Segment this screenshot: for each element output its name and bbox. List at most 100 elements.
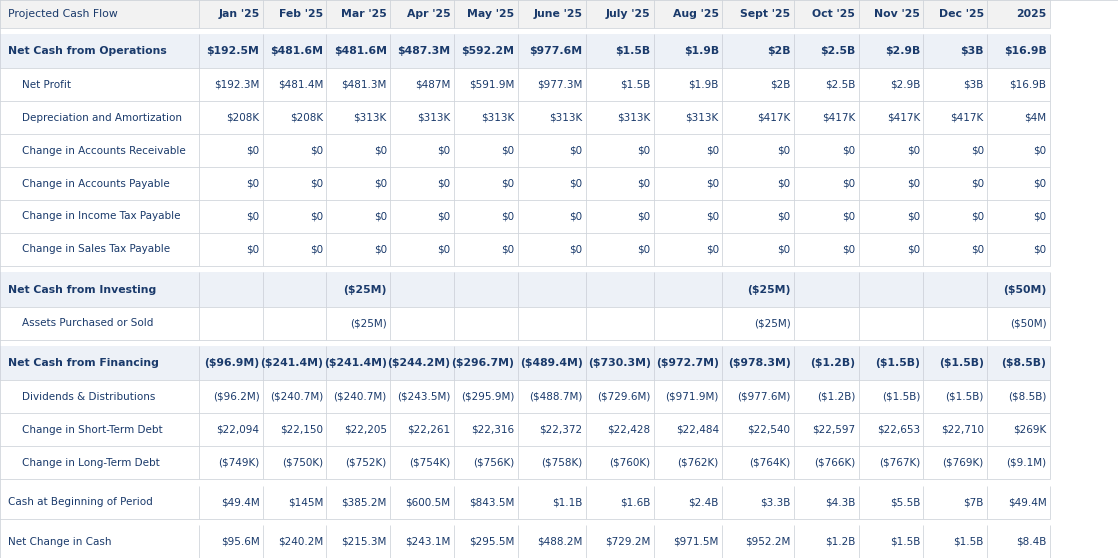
- Bar: [0, 266, 1118, 272]
- Bar: [586, 381, 654, 413]
- Text: $1.9B: $1.9B: [684, 46, 719, 56]
- Bar: [326, 446, 390, 479]
- Bar: [794, 525, 859, 558]
- Bar: [722, 446, 794, 479]
- Text: ($25M): ($25M): [350, 318, 387, 328]
- Bar: [326, 102, 390, 134]
- Text: Oct '25: Oct '25: [813, 9, 855, 19]
- Text: ($50M): ($50M): [1010, 318, 1046, 328]
- Text: $2.5B: $2.5B: [819, 46, 855, 56]
- Bar: [0, 413, 199, 446]
- Text: $0: $0: [1033, 244, 1046, 254]
- Text: $0: $0: [777, 244, 790, 254]
- Bar: [722, 34, 794, 69]
- Bar: [586, 346, 654, 381]
- Bar: [199, 346, 263, 381]
- Text: ($1.5B): ($1.5B): [875, 358, 920, 368]
- Bar: [0, 134, 199, 167]
- Bar: [518, 167, 586, 200]
- Text: ($50M): ($50M): [1003, 285, 1046, 295]
- Text: $22,540: $22,540: [748, 425, 790, 435]
- Bar: [326, 167, 390, 200]
- Text: $145M: $145M: [287, 497, 323, 507]
- Bar: [923, 307, 987, 339]
- Text: $22,597: $22,597: [812, 425, 855, 435]
- Bar: [923, 346, 987, 381]
- Text: ($9.1M): ($9.1M): [1006, 458, 1046, 468]
- Text: $0: $0: [907, 179, 920, 189]
- Text: $295.5M: $295.5M: [468, 537, 514, 546]
- Text: $417K: $417K: [822, 113, 855, 123]
- Text: $313K: $313K: [353, 113, 387, 123]
- Bar: [654, 525, 722, 558]
- Text: $0: $0: [437, 179, 451, 189]
- Bar: [654, 485, 722, 518]
- Bar: [390, 233, 454, 266]
- Bar: [0, 102, 199, 134]
- Bar: [586, 485, 654, 518]
- Bar: [859, 272, 923, 307]
- Text: $2.4B: $2.4B: [689, 497, 719, 507]
- Text: Change in Accounts Receivable: Change in Accounts Receivable: [22, 146, 186, 156]
- Text: ($750K): ($750K): [282, 458, 323, 468]
- Text: $0: $0: [777, 211, 790, 222]
- Text: $22,261: $22,261: [407, 425, 451, 435]
- Text: Projected Cash Flow: Projected Cash Flow: [8, 9, 117, 19]
- Text: $0: $0: [705, 179, 719, 189]
- Bar: [390, 446, 454, 479]
- Text: ($296.7M): ($296.7M): [452, 358, 514, 368]
- Bar: [654, 69, 722, 102]
- Text: $0: $0: [842, 244, 855, 254]
- Bar: [859, 34, 923, 69]
- Bar: [586, 0, 654, 28]
- Bar: [923, 233, 987, 266]
- Text: July '25: July '25: [606, 9, 651, 19]
- Text: $3B: $3B: [964, 80, 984, 90]
- Bar: [859, 485, 923, 518]
- Text: $0: $0: [437, 211, 451, 222]
- Bar: [586, 272, 654, 307]
- Bar: [0, 0, 199, 28]
- Bar: [586, 69, 654, 102]
- Text: ($244.2M): ($244.2M): [388, 358, 451, 368]
- Bar: [654, 167, 722, 200]
- Text: $0: $0: [970, 211, 984, 222]
- Bar: [454, 233, 518, 266]
- Text: $0: $0: [637, 146, 651, 156]
- Bar: [454, 200, 518, 233]
- Text: $49.4M: $49.4M: [1007, 497, 1046, 507]
- Text: $0: $0: [501, 244, 514, 254]
- Bar: [859, 167, 923, 200]
- Bar: [263, 102, 326, 134]
- Text: $0: $0: [970, 179, 984, 189]
- Text: $0: $0: [310, 146, 323, 156]
- Text: ($752K): ($752K): [345, 458, 387, 468]
- Text: $208K: $208K: [290, 113, 323, 123]
- Bar: [987, 485, 1050, 518]
- Bar: [454, 413, 518, 446]
- Text: $192.5M: $192.5M: [207, 46, 259, 56]
- Bar: [859, 446, 923, 479]
- Text: $313K: $313K: [549, 113, 582, 123]
- Bar: [923, 69, 987, 102]
- Bar: [518, 34, 586, 69]
- Text: $0: $0: [842, 179, 855, 189]
- Bar: [654, 413, 722, 446]
- Bar: [722, 102, 794, 134]
- Text: $0: $0: [373, 211, 387, 222]
- Bar: [923, 102, 987, 134]
- Bar: [199, 200, 263, 233]
- Bar: [518, 446, 586, 479]
- Text: $0: $0: [777, 146, 790, 156]
- Bar: [199, 307, 263, 339]
- Bar: [0, 381, 199, 413]
- Bar: [263, 233, 326, 266]
- Text: $843.5M: $843.5M: [468, 497, 514, 507]
- Bar: [263, 446, 326, 479]
- Text: $0: $0: [310, 211, 323, 222]
- Bar: [199, 34, 263, 69]
- Bar: [263, 167, 326, 200]
- Text: $22,150: $22,150: [281, 425, 323, 435]
- Bar: [794, 485, 859, 518]
- Text: $192.3M: $192.3M: [214, 80, 259, 90]
